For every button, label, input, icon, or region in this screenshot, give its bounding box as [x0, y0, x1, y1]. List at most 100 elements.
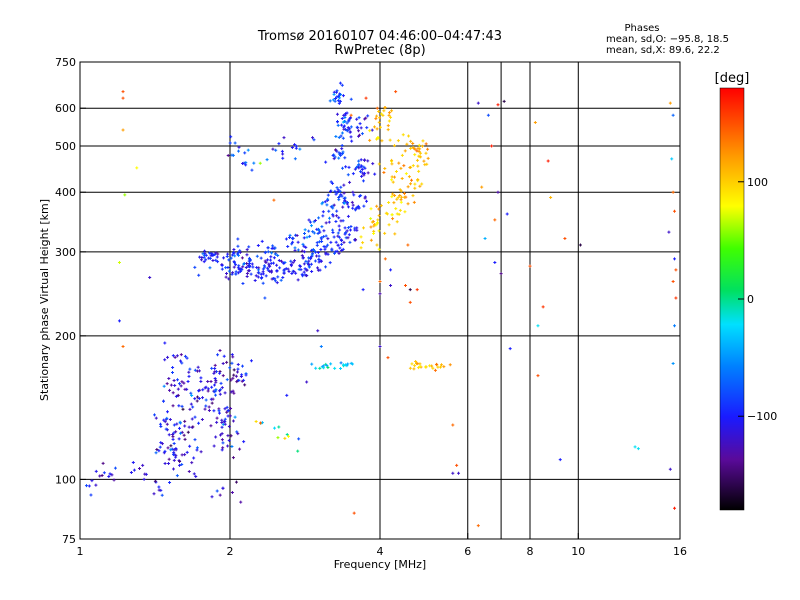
echo-point: [220, 425, 224, 429]
echo-point: [215, 420, 219, 424]
echo-point: [397, 161, 401, 165]
echo-point: [174, 455, 178, 459]
echo-point: [172, 453, 176, 457]
echo-point: [227, 438, 231, 442]
echo-point: [225, 271, 229, 275]
echo-point: [94, 483, 98, 487]
echo-point: [327, 220, 331, 224]
echo-point: [282, 261, 286, 265]
echo-point: [180, 404, 184, 408]
echo-point: [671, 190, 675, 194]
echo-point: [250, 168, 254, 172]
echo-point: [338, 81, 342, 85]
echo-point: [244, 266, 248, 270]
echo-point: [417, 169, 421, 173]
echo-point: [167, 462, 171, 466]
echo-point: [359, 170, 363, 174]
echo-point: [405, 142, 409, 146]
echo-point: [282, 136, 286, 140]
echo-point: [252, 161, 256, 165]
echo-point: [260, 239, 264, 243]
echo-point: [275, 263, 279, 267]
echo-point: [250, 262, 254, 266]
echo-point: [335, 89, 339, 93]
echo-point: [387, 111, 391, 115]
echo-point: [332, 235, 336, 239]
echo-point: [362, 226, 366, 230]
echo-point: [334, 97, 338, 101]
echo-point: [378, 116, 382, 120]
echo-point: [331, 214, 335, 218]
x-axis-label: Frequency [MHz]: [334, 558, 426, 571]
echo-point: [358, 122, 362, 126]
echo-point: [141, 463, 145, 467]
echo-point: [558, 458, 562, 462]
echo-point: [274, 148, 278, 152]
echo-point: [218, 349, 222, 353]
echo-point: [268, 264, 272, 268]
echo-point: [349, 135, 353, 139]
echo-point: [318, 230, 322, 234]
echo-point: [261, 267, 265, 271]
echo-point: [190, 461, 194, 465]
echo-point: [272, 256, 276, 260]
echo-point: [237, 271, 241, 275]
echo-point: [238, 249, 242, 253]
echo-point: [223, 391, 227, 395]
echo-point: [426, 147, 430, 151]
echo-point: [236, 432, 240, 436]
echo-point: [353, 167, 357, 171]
echo-point: [236, 237, 240, 241]
echo-point: [370, 220, 374, 224]
echo-point: [199, 376, 203, 380]
echo-point: [212, 390, 216, 394]
echo-point: [383, 231, 387, 235]
echo-point: [359, 235, 363, 239]
echo-point: [158, 445, 162, 449]
echo-point: [334, 220, 338, 224]
echo-point: [245, 248, 249, 252]
echo-point: [167, 433, 171, 437]
echo-point: [123, 193, 127, 197]
echo-point: [319, 344, 323, 348]
echo-point: [338, 99, 342, 103]
echo-point: [343, 156, 347, 160]
echo-point: [349, 97, 353, 101]
echo-point: [256, 244, 260, 248]
echo-point: [402, 195, 406, 199]
echo-point: [361, 288, 365, 292]
echo-point: [350, 139, 354, 143]
echo-point: [332, 203, 336, 207]
echo-point: [168, 417, 172, 421]
echo-point: [214, 251, 218, 255]
echo-point: [408, 288, 412, 292]
echo-point: [230, 444, 234, 448]
echo-point: [312, 138, 316, 142]
echo-point: [457, 471, 461, 475]
echo-point: [226, 444, 230, 448]
echo-point: [272, 261, 276, 265]
echo-point: [307, 265, 311, 269]
echo-point: [267, 262, 271, 266]
echo-point: [346, 173, 350, 177]
echo-point: [375, 204, 379, 208]
echo-point: [235, 430, 239, 434]
echo-point: [249, 272, 253, 276]
echo-point: [213, 363, 217, 367]
echo-point: [376, 218, 380, 222]
echo-point: [207, 251, 211, 255]
echo-point: [293, 246, 297, 250]
echo-point: [342, 363, 346, 367]
echo-point: [237, 378, 241, 382]
echo-point: [199, 258, 203, 262]
colorbar-ticks: −100 0 100: [738, 176, 777, 423]
echo-point: [210, 252, 214, 256]
echo-point: [300, 249, 304, 253]
echo-point: [203, 407, 207, 411]
echo-point: [197, 389, 201, 393]
echo-point: [187, 425, 191, 429]
echo-point: [217, 411, 221, 415]
echo-point: [338, 228, 342, 232]
echo-point: [323, 247, 327, 251]
echo-point: [419, 151, 423, 155]
